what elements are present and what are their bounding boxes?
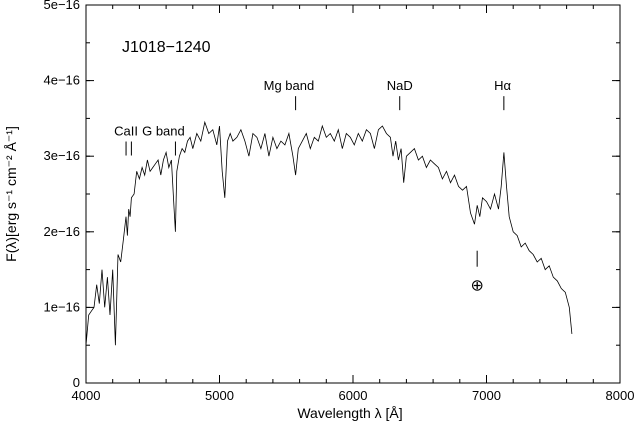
- annotation-label: CaII: [114, 124, 138, 139]
- y-tick-label: 5e−16: [43, 0, 80, 12]
- x-tick-label: 7000: [472, 388, 501, 403]
- x-tick-label: 4000: [72, 388, 101, 403]
- x-tick-label: 8000: [606, 388, 634, 403]
- line-annotations: CaII G band Mg band NaD Hα ⊕: [114, 78, 511, 295]
- y-tick-label: 0: [73, 375, 80, 390]
- annotation-label: Mg band: [264, 78, 315, 93]
- plot-frame: [85, 4, 621, 384]
- x-axis: 4000 5000 6000 7000 8000: [72, 5, 634, 403]
- y-tick-label: 2e−16: [43, 224, 80, 239]
- chart-title: J1018−1240: [122, 39, 211, 56]
- y-axis-label: F(λ)[erg s⁻¹ cm⁻² Å⁻¹]: [3, 126, 19, 262]
- annotation-label: NaD: [387, 78, 413, 93]
- y-tick-label: 4e−16: [43, 73, 80, 88]
- annotation-label: G band: [142, 124, 185, 139]
- x-axis-label: Wavelength λ [Å]: [297, 405, 402, 421]
- annotation-label: Hα: [494, 78, 511, 93]
- annotation-label: ⊕: [470, 278, 483, 295]
- y-axis: 0 1e−16 2e−16 3e−16 4e−16 5e−16: [43, 0, 620, 390]
- x-tick-label: 6000: [339, 388, 368, 403]
- x-tick-label: 5000: [205, 388, 234, 403]
- y-tick-label: 3e−16: [43, 148, 80, 163]
- spectrum-line: [85, 120, 573, 346]
- y-tick-label: 1e−16: [43, 299, 80, 314]
